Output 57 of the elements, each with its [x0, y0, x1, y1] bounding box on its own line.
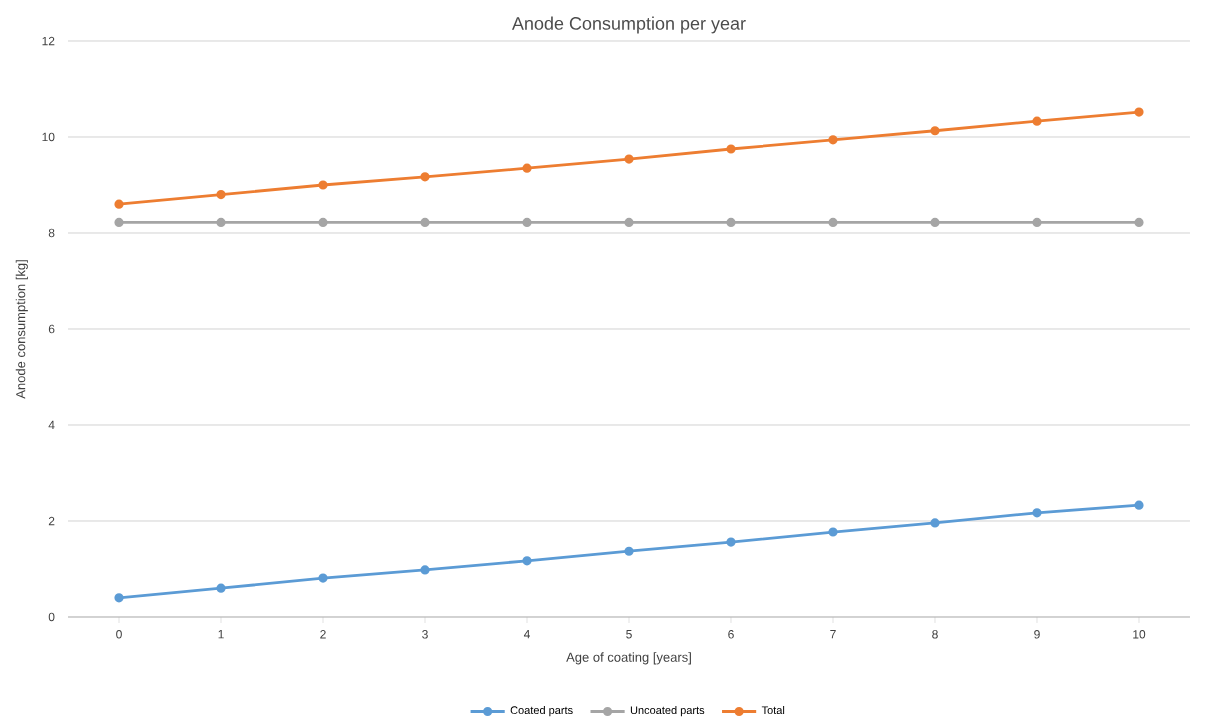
point [1032, 217, 1042, 228]
point [216, 583, 226, 593]
x-tick-label: 6 [728, 630, 734, 639]
x-tick-label: 1 [218, 630, 224, 639]
point [828, 135, 838, 145]
point [1134, 217, 1144, 228]
y-tick-label: 6 [48, 324, 55, 334]
point [114, 593, 124, 603]
point [420, 217, 430, 228]
point [1134, 107, 1144, 117]
point [522, 556, 532, 566]
point [114, 199, 124, 209]
y-tick-label: 8 [48, 228, 55, 238]
x-tick-label: 7 [830, 630, 836, 639]
y-tick-label: 0 [48, 612, 55, 622]
point [726, 144, 736, 154]
point [216, 217, 226, 228]
x-tick-label: 3 [422, 630, 428, 639]
point [624, 154, 634, 164]
point [624, 217, 634, 228]
point [828, 527, 838, 537]
y-tick-label: 12 [42, 36, 55, 46]
point [930, 217, 940, 228]
point [114, 217, 124, 228]
point [420, 172, 430, 182]
x-tick-label: 10 [1133, 630, 1146, 639]
y-tick-label: 2 [48, 516, 55, 526]
legend-label: Uncoated parts [630, 706, 705, 717]
point [1032, 116, 1042, 126]
point [216, 189, 226, 200]
y-axis-title: Anode consumption [kg] [15, 260, 28, 399]
x-tick-label: 4 [523, 630, 530, 639]
point [624, 546, 634, 556]
x-axis-title: Age of coating [years] [566, 652, 691, 665]
legend-label: Total [761, 706, 785, 715]
y-tick-label: 10 [42, 132, 55, 142]
chart-title: Anode Consumption per year [511, 16, 746, 34]
point [318, 217, 328, 228]
x-tick-label: 2 [320, 630, 326, 639]
point [1032, 508, 1042, 518]
y-tick-label: 4 [48, 420, 55, 430]
point [318, 180, 328, 190]
point [1134, 500, 1144, 510]
x-tick-label: 8 [932, 630, 938, 639]
point [726, 537, 736, 547]
point [420, 565, 430, 575]
x-tick-label: 5 [626, 630, 632, 639]
point [930, 126, 940, 136]
legend-label: Coated parts [510, 706, 573, 717]
point [522, 163, 532, 173]
point [318, 573, 328, 583]
point [930, 518, 940, 528]
x-tick-label: 0 [116, 630, 122, 639]
point [828, 217, 838, 228]
x-tick-label: 9 [1034, 630, 1040, 639]
point [522, 217, 532, 228]
point [726, 217, 736, 228]
